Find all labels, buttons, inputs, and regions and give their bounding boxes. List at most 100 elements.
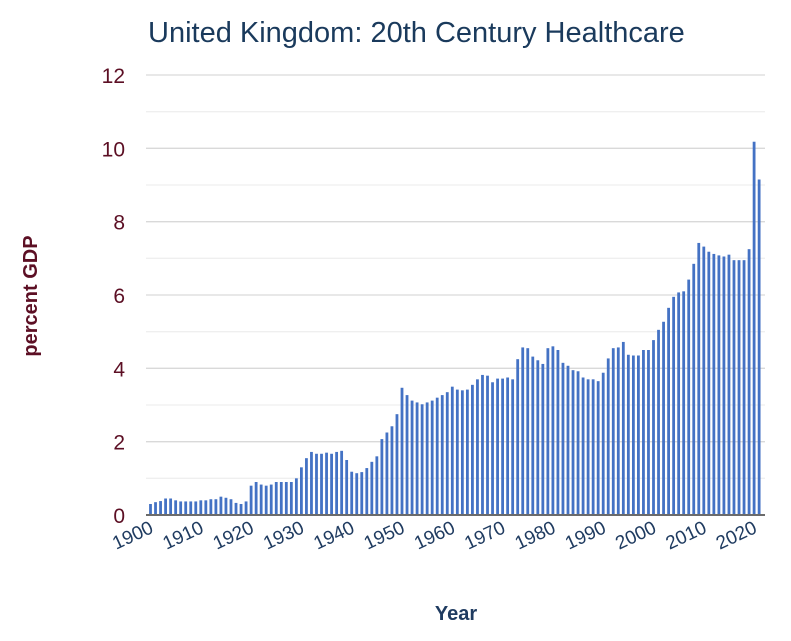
bar-1993 [616, 347, 620, 515]
x-tick-label: 1920 [210, 517, 257, 554]
bar-2016 [732, 260, 736, 515]
y-tick-label: 0 [113, 505, 125, 528]
bar-1918 [239, 504, 243, 515]
bar-1903 [164, 498, 167, 515]
bar-1979 [546, 348, 550, 515]
bar-1958 [440, 395, 444, 515]
bar-1916 [229, 499, 233, 515]
bar-1905 [174, 500, 178, 515]
bar-2008 [692, 263, 696, 515]
bar-2006 [682, 291, 686, 515]
bar-1974 [521, 347, 525, 515]
bar-1935 [325, 452, 328, 515]
bar-1952 [410, 400, 414, 515]
bar-1956 [430, 400, 434, 515]
bar-2000 [652, 340, 655, 515]
bar-1914 [219, 496, 223, 515]
bar-1930 [300, 467, 303, 515]
bar-1969 [496, 378, 499, 515]
bar-2011 [707, 251, 711, 516]
bar-1973 [516, 359, 520, 515]
y-tick-label: 12 [102, 65, 125, 88]
bar-1938 [340, 450, 344, 515]
bar-1937 [335, 451, 339, 515]
bar-1971 [506, 377, 510, 515]
bar-1967 [486, 375, 489, 515]
bar-1981 [556, 350, 560, 515]
bar-1984 [571, 370, 575, 515]
bar-2007 [687, 279, 691, 515]
x-tick-label: 2010 [663, 517, 710, 554]
gridlines [146, 74, 765, 479]
bar-2001 [657, 329, 660, 515]
bar-2009 [697, 242, 701, 515]
y-axis-label: percent GDP [20, 235, 42, 356]
bar-1964 [471, 384, 474, 515]
bar-1945 [375, 456, 379, 515]
bar-1944 [370, 461, 374, 515]
bar-1991 [606, 358, 610, 515]
bar-1972 [511, 379, 515, 515]
bar-1902 [159, 501, 162, 515]
bar-2015 [727, 254, 731, 516]
bar-1988 [591, 379, 595, 515]
bars [149, 141, 761, 516]
bar-1960 [450, 386, 454, 515]
x-tick-label: 1950 [361, 517, 408, 554]
x-tick-label: 1910 [160, 517, 207, 554]
bar-1900 [149, 504, 152, 515]
bar-1978 [541, 363, 545, 515]
x-axis-label: Year [435, 603, 477, 625]
bar-1901 [154, 502, 157, 515]
bar-1927 [284, 482, 288, 515]
bar-1920 [249, 485, 253, 515]
bar-1942 [360, 472, 364, 515]
bar-1921 [254, 482, 258, 515]
bar-1907 [184, 501, 188, 515]
x-tick-label: 1960 [411, 517, 458, 554]
bar-1926 [279, 482, 283, 515]
bar-2013 [717, 255, 721, 515]
y-tick-label: 6 [113, 285, 125, 308]
bar-1997 [637, 355, 640, 515]
bar-1968 [491, 382, 494, 515]
bar-1947 [385, 432, 389, 515]
chart-title: United Kingdom: 20th Century Healthcare [148, 17, 685, 49]
x-tick-label: 1980 [512, 517, 559, 554]
bar-1986 [581, 377, 585, 515]
x-axis-ticks: 1900 1910 1920 1930 1940 1950 1960 1970 1980 1990… [109, 517, 760, 554]
bar-1999 [647, 350, 650, 515]
bar-1922 [259, 484, 263, 515]
bar-1955 [425, 402, 429, 515]
bar-1936 [330, 453, 333, 515]
y-axis-ticks: 0 2 4 6 8 10 12 [102, 65, 126, 528]
bar-1923 [264, 485, 268, 515]
bar-1994 [621, 341, 625, 515]
bar-1925 [274, 482, 278, 515]
bar-1950 [400, 387, 404, 515]
bar-1977 [536, 360, 540, 515]
bar-1906 [179, 501, 183, 515]
bar-1966 [481, 374, 484, 515]
bar-2018 [742, 260, 746, 515]
bar-1996 [631, 355, 635, 515]
bar-1995 [626, 354, 630, 515]
bar-1908 [189, 501, 193, 515]
bar-2005 [677, 292, 681, 515]
bar-1915 [224, 497, 228, 515]
bar-2019 [747, 249, 751, 516]
y-tick-label: 4 [113, 358, 125, 381]
bar-1970 [501, 378, 504, 515]
bar-1954 [420, 404, 424, 515]
bar-2012 [712, 253, 716, 515]
bar-1953 [415, 402, 419, 515]
x-tick-label: 2020 [713, 517, 760, 554]
bar-1917 [234, 502, 238, 515]
bar-2003 [667, 307, 670, 515]
bar-1912 [209, 499, 213, 515]
x-tick-label: 2000 [612, 517, 659, 554]
bar-1932 [310, 451, 313, 515]
bar-2010 [702, 246, 706, 515]
y-tick-label: 2 [113, 432, 125, 455]
